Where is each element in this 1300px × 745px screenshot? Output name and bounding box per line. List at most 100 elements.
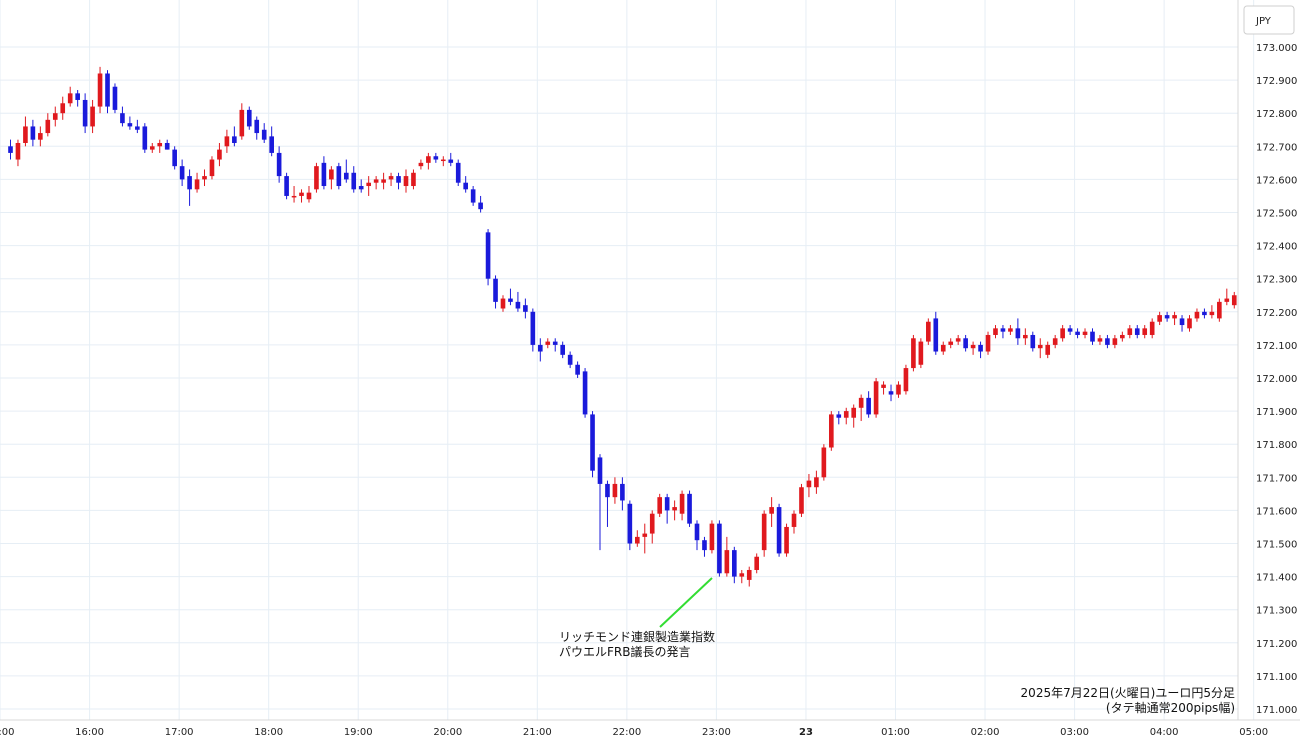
candle-down (620, 477, 625, 511)
candle-up (97, 66, 103, 114)
candle-up (948, 338, 954, 349)
candle-down (963, 334, 968, 352)
candle-body (1000, 328, 1006, 332)
x-tick-label: 23:00 (702, 727, 731, 738)
candle-body (105, 73, 110, 107)
x-tick-label: 17:00 (165, 727, 194, 738)
candle-up (739, 569, 745, 584)
candle-body (172, 149, 177, 167)
candle-up (612, 477, 618, 504)
candle-body (351, 172, 357, 190)
candle-body (418, 162, 424, 167)
candle-up (1217, 298, 1222, 322)
candle-down (358, 179, 364, 193)
candle-down (470, 186, 476, 206)
candle-body (179, 166, 185, 180)
candle-down (336, 162, 342, 190)
candle-body (1187, 318, 1192, 329)
candle-down (246, 106, 252, 130)
candle-body (1097, 338, 1103, 342)
candle-body (776, 507, 782, 554)
candle-down (135, 119, 140, 134)
candle-down (508, 288, 513, 306)
candle-body (1030, 334, 1036, 349)
candle-down (261, 123, 267, 143)
candle-body (75, 93, 80, 100)
candle-down (1105, 334, 1110, 349)
candle-body (1127, 328, 1133, 335)
candle-body (291, 195, 297, 198)
candle-up (843, 407, 849, 425)
candle-down (933, 311, 939, 355)
candle-body (1120, 334, 1125, 339)
candle-up (38, 126, 43, 147)
y-tick-label: 172.800 (1256, 109, 1297, 120)
candle-up (985, 331, 991, 355)
candle-body (523, 305, 528, 312)
candle-body (799, 487, 804, 514)
y-tick-label: 172.900 (1256, 76, 1297, 87)
x-tick-label: 21:00 (523, 727, 552, 738)
candle-body (821, 447, 827, 478)
candle-down (717, 520, 722, 577)
candle-up (1157, 311, 1162, 326)
candle-body (597, 457, 603, 484)
candle-up (926, 318, 931, 345)
candle-body (881, 384, 886, 388)
annotation-line-2: パウエルFRB議長の発言 (559, 645, 690, 659)
candle-up (642, 523, 648, 554)
candle-body (836, 414, 842, 418)
candle-body (299, 192, 304, 196)
candle-up (149, 142, 155, 153)
candle-body (127, 123, 133, 127)
currency-label-frame (1243, 5, 1295, 35)
y-tick-label: 171.500 (1256, 540, 1297, 551)
x-tick-label: 20:00 (433, 727, 462, 738)
x-tick-label: 16:00 (75, 727, 104, 738)
y-tick-label: 171.400 (1256, 573, 1297, 584)
y-tick-label: 171.800 (1256, 440, 1297, 451)
candle-down (1075, 328, 1080, 339)
candle-body (1149, 321, 1155, 335)
candle-down (485, 229, 491, 286)
candle-body (209, 159, 215, 177)
annotation-line-1: リッチモンド連銀製造業指数 (559, 629, 715, 644)
candle-body (784, 526, 789, 554)
candle-body (664, 497, 670, 511)
candle-up (806, 473, 812, 498)
candle-body (135, 126, 140, 130)
candle-down (232, 126, 237, 147)
candle-body (187, 176, 192, 190)
candle-body (545, 341, 551, 345)
candle-body (82, 99, 88, 127)
candle-up (299, 189, 304, 203)
y-tick-label: 171.100 (1256, 672, 1297, 683)
candle-down (605, 480, 610, 527)
candle-down (694, 520, 700, 551)
candle-up (239, 103, 245, 140)
x-tick-label: 15:00 (0, 727, 14, 738)
candle-up (418, 159, 424, 170)
candle-body (149, 146, 155, 150)
candle-up (1008, 325, 1013, 335)
candle-body (448, 159, 454, 163)
candle-up (202, 169, 207, 187)
candle-up (90, 99, 95, 134)
candle-body (120, 113, 125, 124)
candle-body (567, 354, 573, 365)
candle-down (455, 159, 461, 187)
candle-down (1067, 325, 1073, 335)
candle-up (754, 553, 760, 574)
candle-body (1060, 328, 1065, 339)
candle-down (1030, 331, 1036, 352)
grid-layer (0, 0, 1255, 720)
candle-up (746, 566, 752, 587)
candle-body (8, 146, 13, 153)
candle-body (1202, 311, 1207, 316)
candle-up (1060, 325, 1065, 342)
candle-body (269, 136, 274, 153)
candle-body (52, 113, 58, 120)
candle-up (784, 523, 789, 557)
